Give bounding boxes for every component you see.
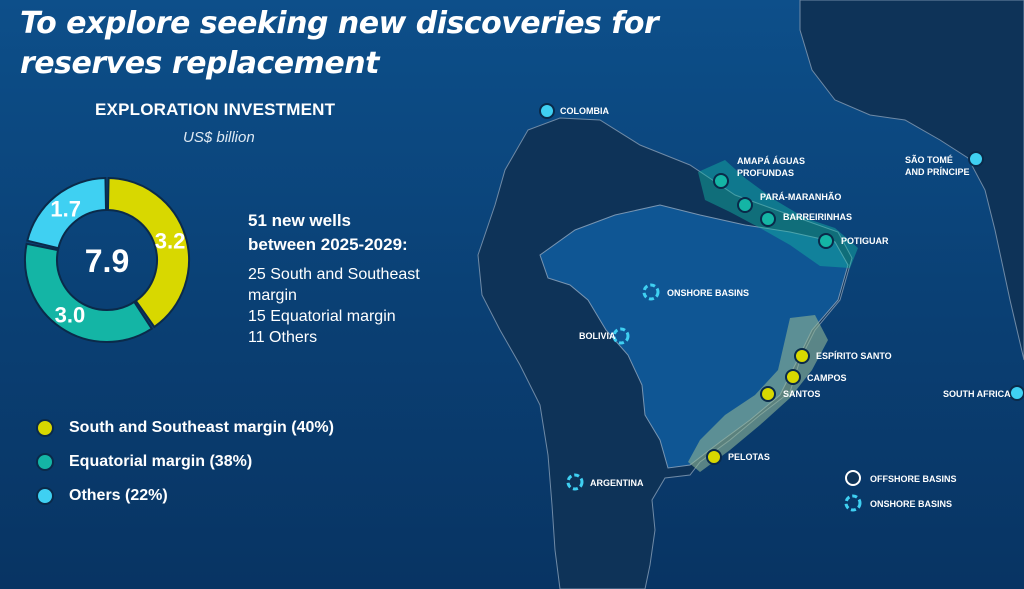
donut-slice xyxy=(24,242,154,343)
wells-headline-1: 51 new wells xyxy=(248,211,351,230)
potiguar-marker xyxy=(818,233,834,249)
barreirinhas-label: BARREIRINHAS xyxy=(783,212,852,222)
donut-slice-label: 3.2 xyxy=(155,229,186,254)
bolivia-label: BOLIVIA xyxy=(579,331,616,341)
offshore-legend-marker xyxy=(845,470,861,486)
legend-item-others: Others (22%) xyxy=(36,479,334,513)
legend-item-equatorial: Equatorial margin (38%) xyxy=(36,445,334,479)
barreirinhas-marker xyxy=(760,211,776,227)
investment-unit: US$ billion xyxy=(183,129,255,146)
sao-tome-label-line2: AND PRÍNCIPE xyxy=(905,167,970,177)
investment-donut-chart: 3.2 3.0 1.7 7.9 xyxy=(24,176,190,343)
colombia-marker xyxy=(539,103,555,119)
pelotas-marker xyxy=(706,449,722,465)
chart-legend: South and Southeast margin (40%) Equator… xyxy=(36,411,334,513)
donut-slice xyxy=(26,176,108,250)
onshore-legend-label: ONSHORE BASINS xyxy=(870,499,952,509)
donut-slice-label: 3.0 xyxy=(55,303,86,328)
south-southeast-margin-zone xyxy=(688,315,828,472)
legend-swatch-others xyxy=(36,487,54,505)
argentina-marker xyxy=(566,473,584,491)
campos-marker xyxy=(785,369,801,385)
wells-item: 15 Equatorial margin xyxy=(248,308,396,325)
pelotas-label: PELOTAS xyxy=(728,452,770,462)
argentina-label: ARGENTINA xyxy=(590,478,644,488)
sao-tome-label-line1: SÃO TOMÉ xyxy=(905,155,953,165)
donut-total-label: 7.9 xyxy=(85,243,129,279)
donut-slice xyxy=(106,176,190,329)
onshore-legend-marker xyxy=(844,494,862,512)
wells-breakdown: 25 South and Southeast margin 15 Equator… xyxy=(248,264,458,348)
wells-item: 11 Others xyxy=(248,329,318,346)
espirito-santo-marker xyxy=(794,348,810,364)
colombia-label: COLOMBIA xyxy=(560,106,609,116)
amapa-label-line1: AMAPÁ ÁGUAS xyxy=(737,156,805,166)
south-africa-label: SOUTH AFRICA xyxy=(943,389,1011,399)
legend-label-south: South and Southeast margin (40%) xyxy=(69,419,334,436)
offshore-legend-label: OFFSHORE BASINS xyxy=(870,474,957,484)
page-title: To explore seeking new discoveries for r… xyxy=(20,6,659,81)
legend-swatch-south xyxy=(36,419,54,437)
amapa-marker xyxy=(713,173,729,189)
santos-marker xyxy=(760,386,776,402)
south-africa-marker xyxy=(1009,385,1024,401)
wells-item: 25 South and Southeast xyxy=(248,266,420,283)
legend-swatch-equatorial xyxy=(36,453,54,471)
wells-item: margin xyxy=(248,287,297,304)
investment-heading: EXPLORATION INVESTMENT xyxy=(95,100,336,119)
amapa-label-line2: PROFUNDAS xyxy=(737,168,794,178)
africa-landmass xyxy=(799,0,1024,361)
legend-item-south: South and Southeast margin (40%) xyxy=(36,411,334,445)
espirito-santo-label: ESPÍRITO SANTO xyxy=(816,351,892,361)
bolivia-marker xyxy=(612,327,630,345)
santos-label: SANTOS xyxy=(783,389,820,399)
sao-tome-marker xyxy=(968,151,984,167)
potiguar-label: POTIGUAR xyxy=(841,236,889,246)
onshore-brazil-label: ONSHORE BASINS xyxy=(667,288,749,298)
wells-headline-2: between 2025-2029: xyxy=(248,235,408,254)
onshore-brazil-marker xyxy=(642,283,660,301)
wells-headline: 51 new wells between 2025-2029: xyxy=(248,209,408,257)
donut-slice-label: 1.7 xyxy=(50,197,81,222)
para-maranhao-marker xyxy=(737,197,753,213)
campos-label: CAMPOS xyxy=(807,373,847,383)
legend-label-equatorial: Equatorial margin (38%) xyxy=(69,453,253,470)
legend-label-others: Others (22%) xyxy=(69,487,168,504)
para-maranhao-label: PARÁ-MARANHÃO xyxy=(760,192,841,202)
